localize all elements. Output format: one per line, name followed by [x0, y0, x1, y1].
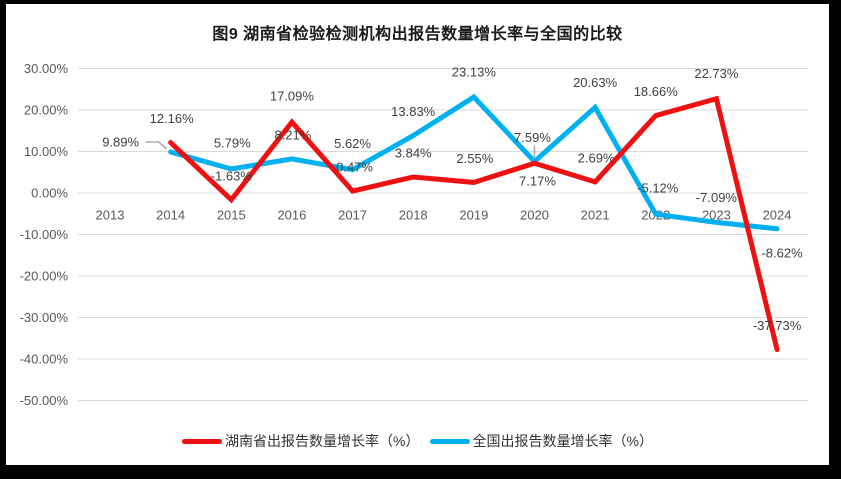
- y-axis-tick-label: -50.00%: [20, 393, 69, 408]
- x-axis-tick-label: 2014: [156, 208, 185, 223]
- x-axis-tick-label: 2016: [277, 208, 306, 223]
- data-label: 5.79%: [214, 135, 251, 150]
- data-label: 12.16%: [150, 111, 195, 126]
- data-label: 7.59%: [514, 130, 551, 145]
- x-axis-tick-label: 2023: [702, 208, 731, 223]
- x-axis-tick-label: 2015: [217, 208, 246, 223]
- data-label: -37.73%: [753, 318, 802, 333]
- x-axis-tick-label: 2020: [520, 208, 549, 223]
- data-label: 3.84%: [395, 146, 432, 161]
- data-label: 20.63%: [573, 75, 618, 90]
- data-label: 2.55%: [456, 151, 493, 166]
- legend-item-national[interactable]: 全国出报告数量增长率（%）: [429, 431, 653, 451]
- national-series-label: 全国出报告数量增长率（%）: [472, 433, 653, 449]
- label-leader-line: [145, 141, 168, 150]
- data-label: 9.89%: [102, 134, 139, 149]
- y-axis-tick-label: -30.00%: [20, 310, 69, 325]
- data-label: 7.17%: [519, 174, 556, 189]
- x-axis-tick-label: 2024: [763, 208, 792, 223]
- data-label: 13.83%: [391, 104, 436, 119]
- chart-title: 图9 湖南省检验检测机构出报告数量增长率与全国的比较: [212, 26, 623, 43]
- series-line-national[interactable]: [168, 93, 780, 232]
- x-axis-tick-label: 2018: [399, 208, 428, 223]
- y-axis-tick-label: 20.00%: [24, 103, 69, 118]
- x-axis-tick-label: 2019: [459, 208, 488, 223]
- series-line-hunan[interactable]: [168, 95, 780, 353]
- y-axis-tick-label: 0.00%: [31, 186, 68, 201]
- data-label: 17.09%: [270, 89, 315, 104]
- data-label: 18.66%: [634, 84, 679, 99]
- data-label: 2.69%: [578, 150, 615, 165]
- data-label: -7.09%: [696, 190, 738, 205]
- y-axis-tick-label: 10.00%: [24, 144, 69, 159]
- y-axis-tick-label: 30.00%: [24, 61, 69, 76]
- x-axis-tick-label: 2021: [581, 208, 610, 223]
- data-label: -8.62%: [761, 245, 803, 260]
- hunan-series-label: 湖南省出报告数量增长率（%）: [225, 433, 420, 449]
- data-label: 8.21%: [274, 127, 311, 142]
- y-axis-tick-label: -40.00%: [20, 352, 69, 367]
- x-axis-tick-label: 2013: [96, 208, 125, 223]
- y-axis-tick-label: -10.00%: [20, 227, 69, 242]
- chart-legend: 湖南省出报告数量增长率（%） 全国出报告数量增长率（%）: [6, 431, 829, 451]
- hunan-series-swatch: [182, 438, 223, 444]
- data-label: 5.62%: [334, 136, 371, 151]
- data-label: -1.63%: [211, 168, 253, 183]
- national-series-swatch: [429, 438, 470, 444]
- data-label: 23.13%: [452, 65, 497, 80]
- data-label: -5.12%: [637, 181, 679, 196]
- chart-canvas: 图9 湖南省检验检测机构出报告数量增长率与全国的比较 30.00% 20.00% 1…: [6, 4, 829, 465]
- data-label: 0.47%: [336, 160, 373, 175]
- data-label: 22.73%: [694, 66, 739, 81]
- legend-item-hunan[interactable]: 湖南省出报告数量增长率（%）: [182, 431, 420, 451]
- x-axis-tick-label: 2017: [338, 208, 367, 223]
- y-axis-tick-label: -20.00%: [20, 269, 69, 284]
- plot-area: 30.00% 20.00% 10.00% 0.00% -10.00% -20.00% -30…: [20, 61, 808, 408]
